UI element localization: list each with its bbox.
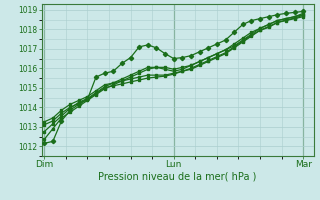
X-axis label: Pression niveau de la mer( hPa ): Pression niveau de la mer( hPa ) bbox=[99, 172, 257, 182]
